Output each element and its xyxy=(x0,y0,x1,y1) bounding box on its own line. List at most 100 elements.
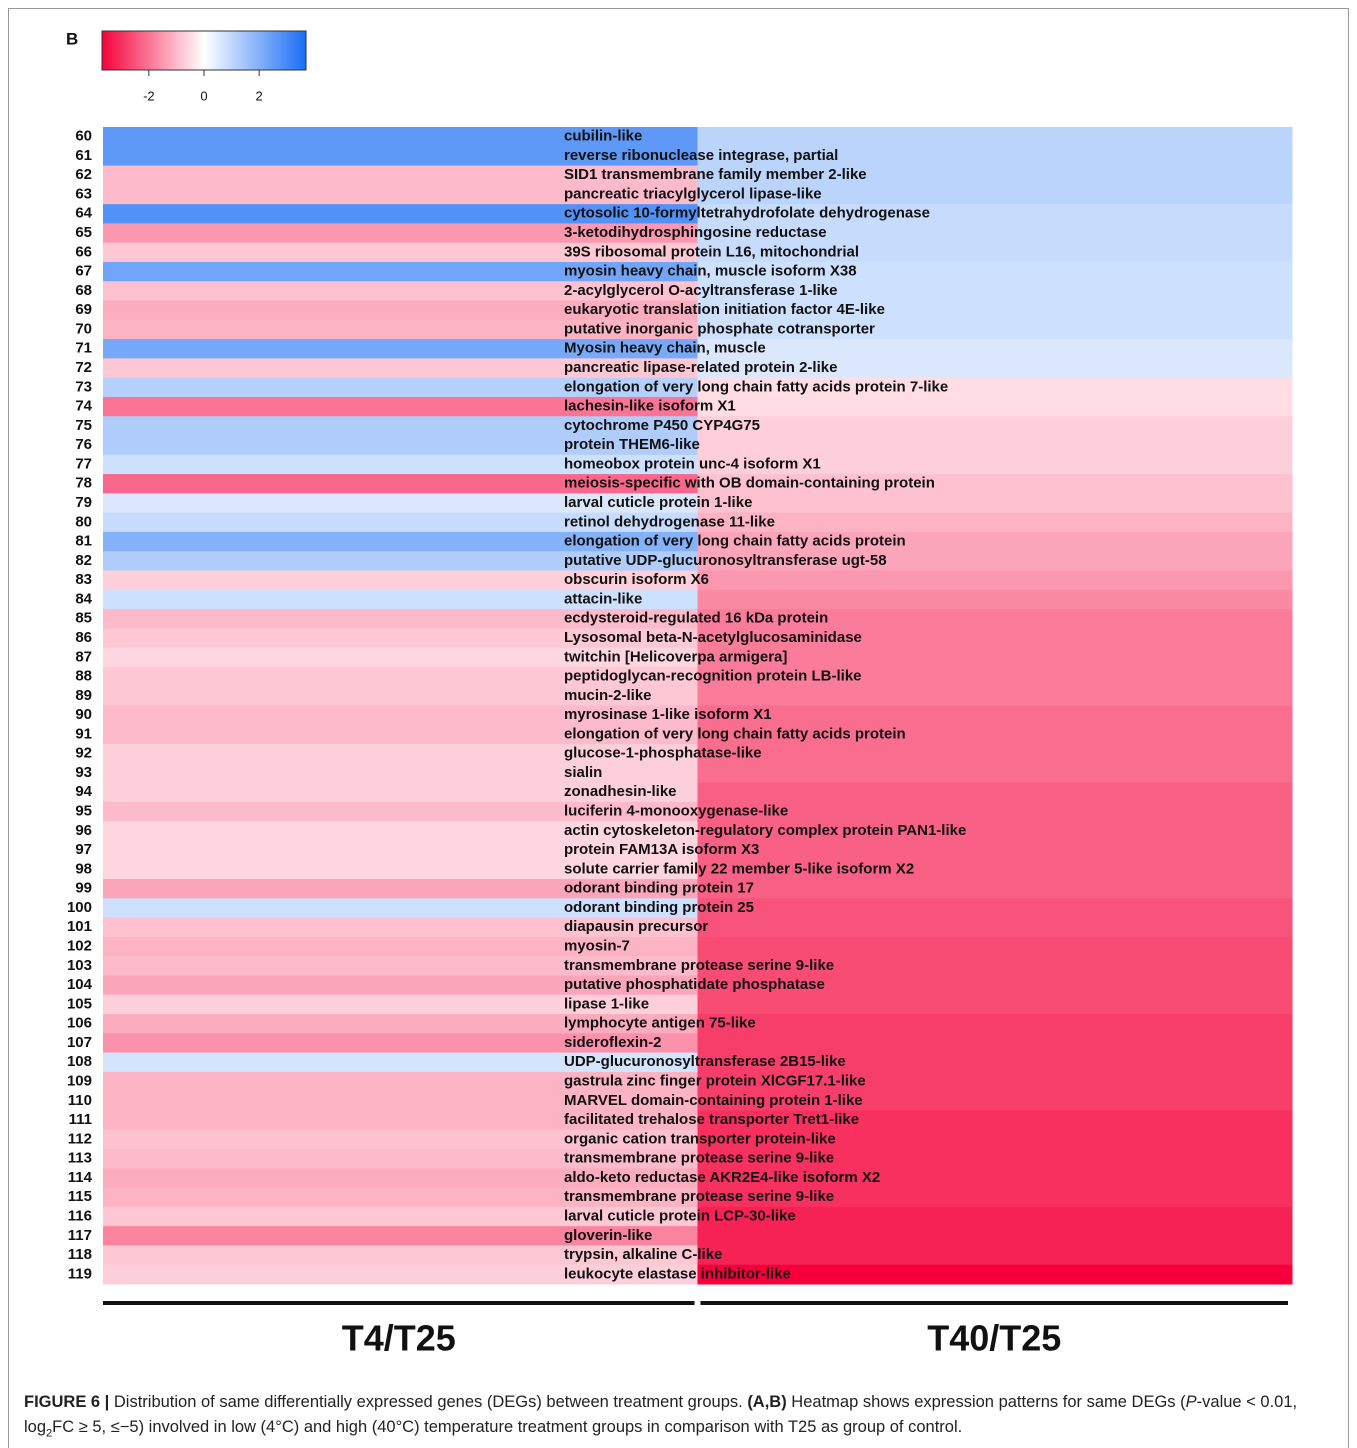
gene-label: putative inorganic phosphate cotransport… xyxy=(564,320,875,337)
caption-text: P xyxy=(1185,1393,1197,1411)
gene-label: cytochrome P450 CYP4G75 xyxy=(564,417,760,434)
heatmap-cell xyxy=(103,801,698,822)
heatmap-cell xyxy=(103,1245,698,1266)
row-label: 73 xyxy=(75,378,92,395)
heatmap-cell xyxy=(103,377,698,398)
gene-label: elongation of very long chain fatty acid… xyxy=(564,378,948,395)
column-label: T4/T25 xyxy=(342,1318,456,1359)
heatmap-cell xyxy=(103,300,698,321)
heatmap-cell xyxy=(103,1071,698,1092)
caption-text: -value < 0.01, log xyxy=(24,1393,1298,1436)
heatmap-cell xyxy=(103,281,698,302)
gene-label: gastrula zinc finger protein XlCGF17.1-l… xyxy=(564,1072,866,1089)
heatmap-cell xyxy=(697,416,1293,437)
row-label: 113 xyxy=(68,1150,92,1167)
heatmap-cell xyxy=(697,242,1293,263)
heatmap-cell xyxy=(697,358,1293,379)
heatmap-cell xyxy=(697,1226,1293,1246)
heatmap-cell xyxy=(697,435,1293,456)
heatmap-cell xyxy=(103,1206,698,1227)
heatmap-cell xyxy=(103,512,698,533)
heatmap-cell xyxy=(697,300,1293,321)
gene-label: luciferin 4-monooxygenase-like xyxy=(564,803,788,820)
heatmap-cell xyxy=(697,512,1293,533)
heatmap-cell xyxy=(697,531,1293,552)
gene-label: putative phosphatidate phosphatase xyxy=(564,976,825,993)
heatmap-cell xyxy=(697,570,1293,591)
row-label: 90 xyxy=(75,706,92,723)
heatmap-cell xyxy=(103,1149,698,1169)
row-label: 114 xyxy=(68,1169,93,1186)
row-label: 70 xyxy=(75,320,92,337)
caption-text: 2 xyxy=(46,1427,53,1440)
heatmap-cell xyxy=(697,1033,1293,1054)
gene-label: retinol dehydrogenase 11-like xyxy=(564,513,775,530)
gene-label: 39S ribosomal protein L16, mitochondrial xyxy=(564,243,859,260)
heatmap-cell xyxy=(697,1052,1293,1073)
gene-label: leukocyte elastase inhibitor-like xyxy=(564,1265,791,1282)
heatmap-cell xyxy=(103,454,698,475)
caption: FIGURE 6 | Distribution of same differen… xyxy=(24,1390,1324,1446)
heatmap-cell xyxy=(103,666,698,687)
heatmap-cell xyxy=(697,454,1293,475)
gene-label: cytosolic 10-formyltetrahydrofolate dehy… xyxy=(564,205,930,222)
gene-label: lymphocyte antigen 75-like xyxy=(564,1015,756,1032)
heatmap-cell xyxy=(697,609,1293,629)
gene-label: putative UDP-glucuronosyltransferase ugt… xyxy=(564,552,887,569)
row-label: 105 xyxy=(67,995,92,1012)
heatmap-cell xyxy=(697,859,1293,880)
row-label: 87 xyxy=(75,648,92,665)
heatmap-cell xyxy=(697,975,1293,996)
heatmap-cell xyxy=(103,975,698,996)
row-label: 69 xyxy=(75,301,92,318)
row-label: 104 xyxy=(67,976,93,993)
heatmap-cell xyxy=(103,165,698,186)
gene-label: larval cuticle protein LCP-30-like xyxy=(564,1207,796,1224)
row-label: 67 xyxy=(75,263,92,280)
heatmap-cell xyxy=(103,1187,698,1208)
heatmap-cell xyxy=(103,994,698,1015)
heatmap-cell xyxy=(103,956,698,976)
heatmap-cell xyxy=(697,146,1293,167)
row-label: 98 xyxy=(75,860,92,877)
heatmap-cell xyxy=(697,936,1293,957)
heatmap-cell xyxy=(103,570,698,591)
heatmap-cell xyxy=(103,1168,698,1189)
heatmap-cell xyxy=(103,223,698,244)
gene-label: odorant binding protein 25 xyxy=(564,899,754,916)
gene-label: sialin xyxy=(564,764,602,781)
gene-label: transmembrane protease serine 9-like xyxy=(564,1188,834,1205)
row-label: 116 xyxy=(68,1207,92,1224)
heatmap-cell xyxy=(103,1033,698,1054)
row-label: 84 xyxy=(75,590,92,607)
heatmap-cell xyxy=(697,127,1293,147)
heatmap-cell xyxy=(697,1206,1293,1227)
heatmap-cell xyxy=(697,782,1293,803)
gene-label: homeobox protein unc-4 isoform X1 xyxy=(564,455,821,472)
row-label: 93 xyxy=(75,764,92,781)
row-label: 94 xyxy=(75,783,92,800)
heatmap-cell xyxy=(697,1168,1293,1189)
gene-label: mucin-2-like xyxy=(564,687,652,704)
row-label: 118 xyxy=(68,1246,92,1263)
row-label: 86 xyxy=(75,629,92,646)
row-label: 119 xyxy=(68,1265,92,1282)
heatmap-cell xyxy=(103,1264,698,1285)
heatmap-cell xyxy=(697,879,1293,899)
gene-label: SID1 transmembrane family member 2-like xyxy=(564,166,867,183)
heatmap-cell xyxy=(697,1187,1293,1208)
row-label: 80 xyxy=(75,513,92,530)
heatmap-cell xyxy=(103,319,698,340)
heatmap-cell xyxy=(697,1091,1293,1111)
legend-tick-label: -2 xyxy=(143,88,155,103)
gene-label: ecdysteroid-regulated 16 kDa protein xyxy=(564,610,828,627)
heatmap-cell xyxy=(103,936,698,957)
row-label: 74 xyxy=(75,398,92,415)
heatmap-cell xyxy=(697,204,1293,224)
gene-label: myosin-7 xyxy=(564,938,630,955)
gene-label: diapausin precursor xyxy=(564,918,708,935)
heatmap-cell xyxy=(697,1129,1293,1150)
caption-text: FIGURE 6 | xyxy=(24,1393,110,1411)
row-label: 101 xyxy=(67,918,92,935)
row-label: 68 xyxy=(75,282,92,299)
